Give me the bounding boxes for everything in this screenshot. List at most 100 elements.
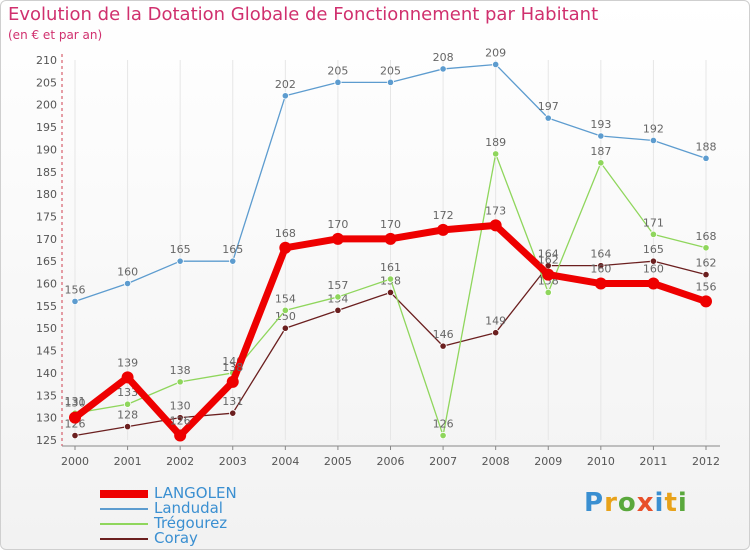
data-label: 172 — [433, 209, 454, 222]
x-tick-label: 2008 — [482, 455, 510, 468]
data-point — [176, 378, 184, 386]
logo-letter: x — [636, 488, 655, 518]
y-tick-label: 165 — [36, 255, 57, 268]
x-tick-label: 2004 — [271, 455, 299, 468]
y-tick-label: 170 — [36, 233, 57, 246]
logo-letter: P — [584, 488, 605, 518]
legend-item: Trégourez — [100, 516, 237, 531]
data-label: 165 — [222, 243, 243, 256]
y-tick-label: 180 — [36, 188, 57, 201]
data-point — [71, 297, 79, 306]
data-label: 126 — [65, 418, 86, 431]
y-tick-label: 125 — [36, 434, 57, 447]
y-tick-label: 160 — [36, 278, 57, 291]
data-label: 192 — [643, 122, 664, 135]
legend-label: Landudal — [154, 499, 223, 517]
data-point — [439, 431, 447, 440]
data-point — [174, 429, 187, 442]
data-label: 202 — [275, 78, 296, 91]
y-tick-label: 130 — [36, 412, 57, 425]
data-label: 131 — [65, 395, 86, 408]
data-label: 160 — [590, 263, 611, 276]
data-point — [492, 329, 500, 337]
data-label: 205 — [327, 64, 348, 77]
legend-label: Trégourez — [154, 514, 228, 532]
data-point — [123, 422, 132, 431]
data-label: 170 — [380, 218, 401, 231]
data-label: 209 — [485, 46, 506, 59]
data-point — [597, 159, 605, 167]
data-label: 146 — [433, 328, 454, 341]
data-label: 128 — [117, 409, 138, 422]
data-point — [597, 262, 605, 270]
data-label: 162 — [538, 254, 559, 267]
data-point — [121, 371, 134, 384]
data-label: 150 — [275, 310, 296, 323]
data-point — [489, 219, 502, 232]
legend-item: Coray — [100, 531, 237, 546]
data-point — [702, 154, 710, 162]
chart-subtitle: (en € et par an) — [8, 28, 103, 42]
legend-label: Coray — [154, 529, 198, 547]
legend: LANGOLEN Landudal Trégourez Coray — [100, 486, 237, 546]
x-tick-label: 2009 — [534, 455, 562, 468]
y-tick-label: 175 — [36, 210, 57, 223]
data-point — [69, 411, 81, 424]
data-point — [544, 114, 552, 122]
data-point — [702, 270, 710, 279]
data-label: 208 — [433, 51, 454, 64]
data-label: 168 — [275, 227, 296, 240]
proxiti-logo: Proxiti — [584, 488, 688, 518]
x-tick-label: 2007 — [429, 455, 457, 468]
data-point — [123, 400, 132, 408]
y-tick-label: 135 — [36, 389, 57, 402]
data-label: 156 — [696, 280, 717, 293]
x-tick-label: 2003 — [219, 455, 247, 468]
data-point — [386, 275, 395, 283]
data-point — [334, 293, 342, 301]
data-point — [281, 306, 289, 314]
x-tick-label: 2005 — [324, 455, 352, 468]
y-tick-label: 210 — [36, 54, 57, 67]
logo-letter: i — [654, 488, 665, 518]
data-label: 126 — [433, 418, 454, 431]
data-point — [176, 257, 184, 265]
data-point — [439, 342, 447, 350]
data-point — [702, 244, 710, 252]
data-point — [386, 288, 395, 297]
x-tick-label: 2002 — [166, 455, 194, 468]
y-tick-label: 150 — [36, 322, 57, 335]
data-point — [439, 65, 447, 73]
data-label: 193 — [590, 118, 611, 131]
y-tick-label: 185 — [36, 166, 57, 179]
x-tick-label: 2001 — [114, 455, 142, 468]
data-label: 133 — [117, 386, 138, 399]
data-label: 165 — [643, 243, 664, 256]
legend-swatch — [100, 537, 148, 540]
y-tick-label: 190 — [36, 143, 57, 156]
data-label: 154 — [275, 292, 296, 305]
data-point — [281, 324, 289, 332]
data-label: 164 — [538, 248, 559, 261]
data-point — [437, 223, 450, 236]
data-label: 126 — [170, 415, 191, 428]
legend-item: Landudal — [100, 501, 237, 516]
x-tick-label: 2012 — [692, 455, 720, 468]
data-label: 130 — [170, 400, 191, 413]
y-tick-label: 200 — [36, 99, 57, 112]
logo-letter: t — [664, 488, 678, 518]
data-point — [176, 414, 184, 422]
data-point — [229, 409, 237, 417]
y-tick-label: 195 — [36, 121, 57, 134]
data-point — [544, 288, 552, 297]
data-point — [279, 241, 292, 254]
data-point — [492, 60, 500, 69]
data-point — [647, 277, 660, 290]
data-label: 205 — [380, 64, 401, 77]
data-label: 139 — [117, 356, 138, 369]
x-tick-label: 2011 — [639, 455, 667, 468]
data-point — [649, 136, 658, 145]
legend-swatch — [100, 522, 148, 525]
